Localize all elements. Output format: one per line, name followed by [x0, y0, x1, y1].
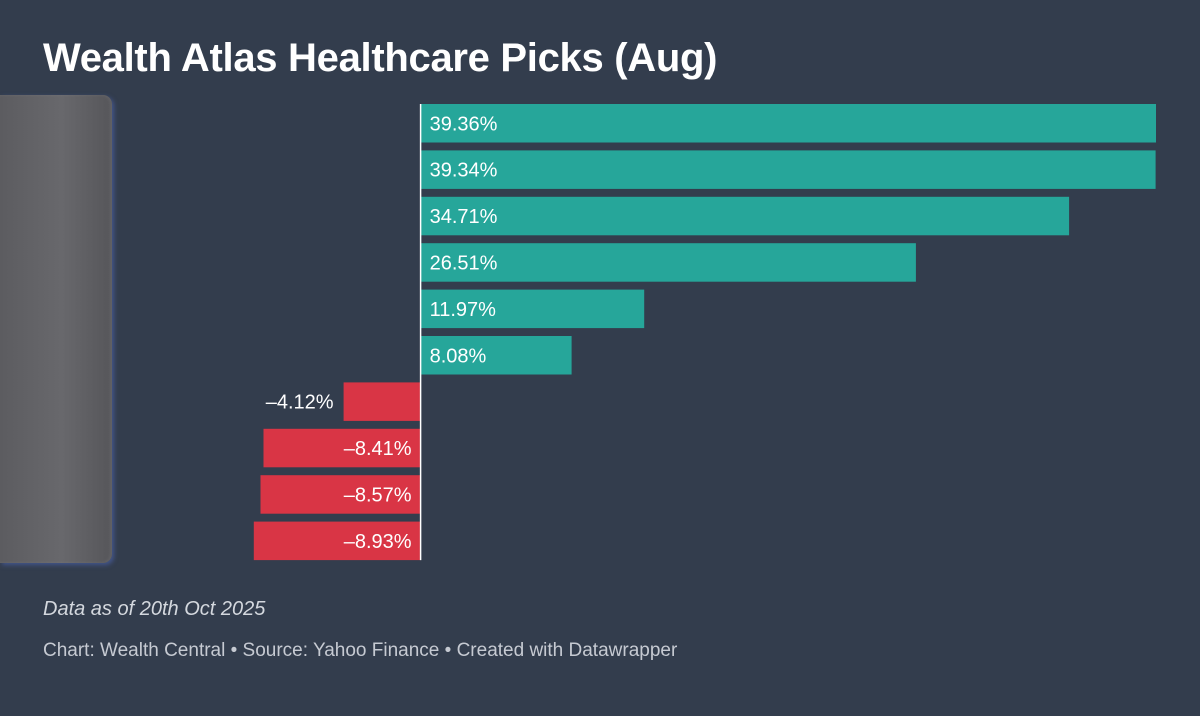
bar-1: [420, 104, 1157, 143]
bar-8: [263, 428, 421, 468]
chart-title: Wealth Atlas Healthcare Picks (Aug): [43, 36, 718, 80]
overlay-panel: [0, 95, 112, 563]
data-date-note: Data as of 20th Oct 2025: [43, 598, 266, 620]
bar-9: [260, 475, 421, 514]
bar-label-4: 26.51%: [430, 252, 498, 274]
bar-6: [420, 336, 572, 375]
bar-label-3: 34.71%: [430, 206, 498, 228]
bar-2: [420, 150, 1156, 189]
bar-label-7: –4.12%: [266, 392, 334, 414]
bar-label-2: 39.34%: [430, 160, 498, 182]
bar-label-6: 8.08%: [430, 345, 487, 367]
bar-7: [343, 382, 421, 421]
bar-10: [253, 521, 421, 561]
bar-label-10: –8.93%: [344, 531, 412, 553]
bar-5: [420, 289, 645, 329]
chart-credit: Chart: Wealth Central • Source: Yahoo Fi…: [43, 640, 678, 661]
bar-4: [420, 243, 916, 282]
bar-label-5: 11.97%: [430, 299, 497, 321]
bar-3: [420, 196, 1070, 236]
bar-label-1: 39.36%: [430, 113, 498, 135]
bar-label-8: –8.41%: [344, 438, 412, 460]
bar-label-9: –8.57%: [344, 484, 412, 506]
